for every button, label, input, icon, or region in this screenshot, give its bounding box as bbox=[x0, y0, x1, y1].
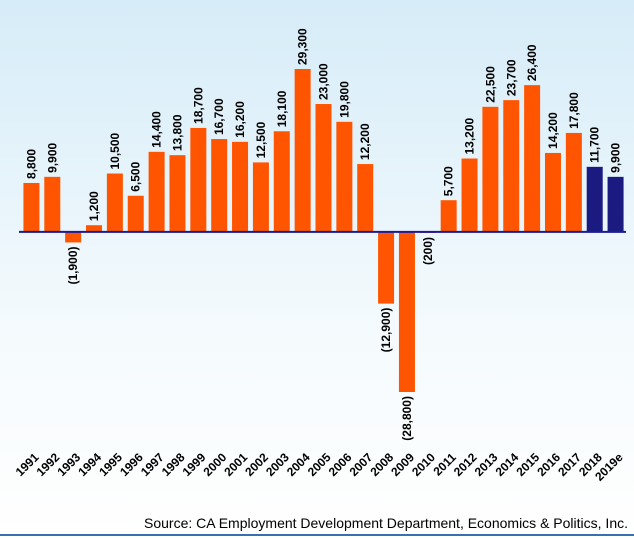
value-label: 23,000 bbox=[317, 63, 331, 100]
value-label: (28,800) bbox=[400, 396, 414, 441]
bar bbox=[106, 173, 123, 232]
bar bbox=[190, 127, 207, 232]
value-label: 16,200 bbox=[233, 101, 247, 138]
bar bbox=[65, 231, 82, 243]
value-label: 19,800 bbox=[337, 81, 351, 118]
bar bbox=[461, 158, 478, 232]
value-label: 1,200 bbox=[87, 191, 101, 221]
bar bbox=[169, 155, 186, 232]
source: Source: CA Employment Development Depart… bbox=[144, 515, 628, 531]
value-label: 11,700 bbox=[588, 126, 602, 162]
bar bbox=[273, 131, 290, 232]
bar bbox=[607, 176, 624, 232]
bar bbox=[565, 132, 582, 232]
bar bbox=[148, 151, 165, 232]
value-label: (12,900) bbox=[379, 308, 393, 353]
value-label: 18,700 bbox=[191, 87, 205, 124]
bar bbox=[524, 85, 541, 232]
value-label: 12,200 bbox=[358, 123, 372, 160]
bar bbox=[336, 121, 353, 232]
bar bbox=[252, 162, 269, 232]
value-label: 6,500 bbox=[129, 161, 143, 191]
bar bbox=[544, 152, 561, 232]
value-label: 17,800 bbox=[567, 92, 581, 129]
value-label: 14,200 bbox=[546, 112, 560, 149]
bar bbox=[440, 200, 457, 232]
bar bbox=[357, 164, 374, 232]
value-label: 13,800 bbox=[170, 114, 184, 151]
value-label: 9,900 bbox=[45, 142, 59, 172]
value-label: 16,700 bbox=[212, 98, 226, 135]
value-label: 22,500 bbox=[483, 66, 497, 103]
value-label: 23,700 bbox=[504, 59, 518, 96]
bar bbox=[211, 139, 228, 232]
bar bbox=[294, 69, 311, 232]
value-label: (1,900) bbox=[66, 246, 80, 284]
value-label: 12,500 bbox=[254, 121, 268, 158]
bar bbox=[398, 231, 415, 392]
value-label: 18,100 bbox=[275, 90, 289, 127]
value-label: 9,900 bbox=[609, 142, 623, 172]
bar bbox=[44, 176, 61, 232]
bar bbox=[127, 195, 144, 232]
value-label: 13,200 bbox=[463, 117, 477, 154]
bar bbox=[86, 225, 103, 232]
bar bbox=[378, 231, 395, 304]
value-label: (200) bbox=[421, 237, 435, 265]
value-label: 10,500 bbox=[108, 132, 122, 169]
bar bbox=[586, 166, 603, 232]
value-label: 26,400 bbox=[525, 44, 539, 81]
bar bbox=[503, 100, 520, 232]
value-label: 29,300 bbox=[296, 28, 310, 65]
value-label: 8,800 bbox=[24, 149, 38, 179]
value-label: 14,400 bbox=[150, 111, 164, 148]
bar bbox=[232, 141, 249, 232]
bar bbox=[23, 182, 40, 232]
bar bbox=[315, 104, 332, 232]
bar bbox=[482, 106, 499, 232]
value-label: 5,700 bbox=[442, 166, 456, 196]
